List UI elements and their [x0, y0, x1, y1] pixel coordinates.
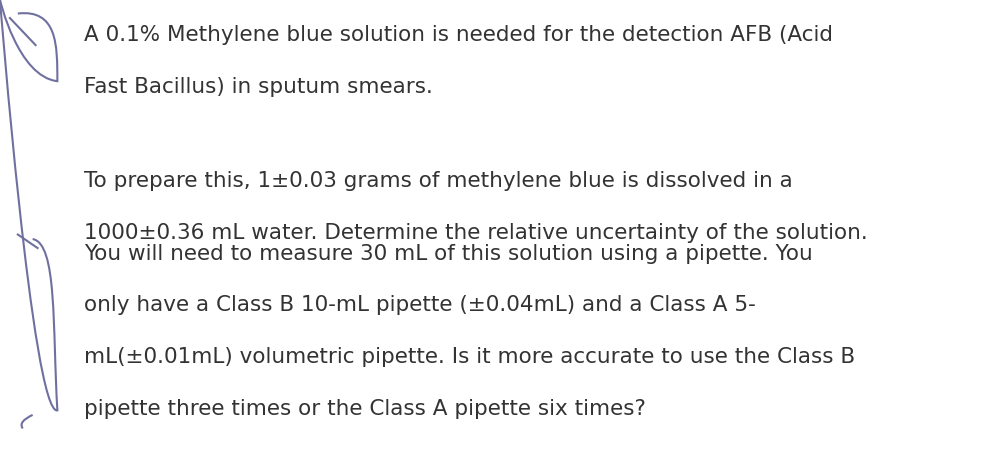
Text: mL(±0.01mL) volumetric pipette. Is it more accurate to use the Class B: mL(±0.01mL) volumetric pipette. Is it mo…	[84, 347, 855, 367]
Text: A 0.1% Methylene blue solution is needed for the detection AFB (Acid: A 0.1% Methylene blue solution is needed…	[84, 25, 833, 45]
Text: To prepare this, 1±0.03 grams of methylene blue is dissolved in a: To prepare this, 1±0.03 grams of methyle…	[84, 171, 793, 191]
Text: 1000±0.36 mL water. Determine the relative uncertainty of the solution.: 1000±0.36 mL water. Determine the relati…	[84, 223, 867, 243]
Text: only have a Class B 10-mL pipette (±0.04mL) and a Class A 5-: only have a Class B 10-mL pipette (±0.04…	[84, 295, 756, 315]
Text: pipette three times or the Class A pipette six times?: pipette three times or the Class A pipet…	[84, 399, 646, 419]
Text: Fast Bacillus) in sputum smears.: Fast Bacillus) in sputum smears.	[84, 77, 433, 97]
Text: You will need to measure 30 mL of this solution using a pipette. You: You will need to measure 30 mL of this s…	[84, 244, 813, 263]
